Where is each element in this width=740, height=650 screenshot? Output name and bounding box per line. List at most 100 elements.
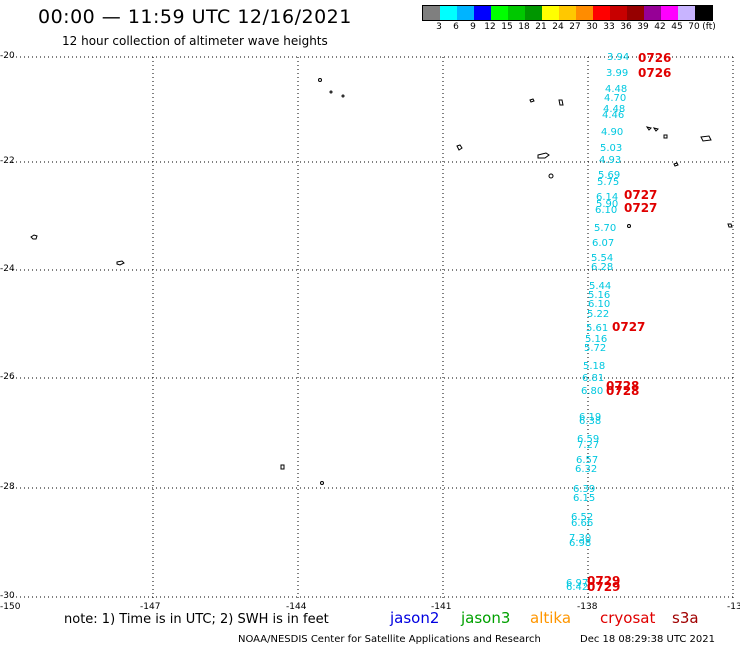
wave-height-label: 5.16 (585, 334, 608, 345)
colorbar-label: 27 (569, 22, 581, 32)
pass-time-label: 0727 (612, 320, 646, 334)
colorbar-label: 3 (436, 22, 442, 32)
wave-height-label: 6.52 (571, 512, 594, 523)
wave-height-label: 3.99 (606, 68, 629, 79)
wave-height-label: 5.18 (583, 361, 606, 372)
wave-height-label: 6.59 (577, 434, 600, 445)
lon-tick-label: -138 (577, 602, 598, 612)
lon-tick-label: -150 (0, 602, 21, 612)
island-outline (727, 223, 733, 228)
colorbar-swatch (457, 6, 474, 20)
lon-tick-label: -144 (286, 602, 307, 612)
pass-time-label: 0726 (638, 51, 672, 65)
island-outline (341, 94, 345, 98)
satellite-jason3-label: jason3 (461, 609, 511, 627)
colorbar-label: 70 (688, 22, 700, 32)
wave-height-label: 4.93 (599, 155, 622, 166)
island-outlines (30, 78, 733, 485)
colorbar-label: 9 (470, 22, 476, 32)
island-outline (558, 99, 564, 106)
wave-height-label: 4.46 (602, 110, 625, 121)
colorbar-swatch (678, 6, 695, 20)
island-outline (329, 90, 333, 94)
map-title: 00:00 — 11:59 UTC 12/16/2021 (38, 6, 352, 28)
lat-tick-label: -22 (0, 156, 15, 166)
island-outline (320, 481, 324, 485)
wave-height-label: 4.70 (604, 93, 627, 104)
wave-height-label: 5.03 (600, 143, 623, 154)
wave-height-label: 5.16 (588, 290, 611, 301)
wave-height-label: 5.22 (587, 309, 610, 320)
island-outline (30, 234, 38, 240)
wave-height-colorbar (422, 5, 713, 21)
wave-height-label: 5.70 (594, 223, 617, 234)
lat-tick-label: -28 (0, 482, 15, 492)
colorbar-label: 6 (453, 22, 459, 32)
satellite-cryosat-label: cryosat (600, 609, 656, 627)
colorbar-swatch (542, 6, 559, 20)
lon-tick-label: -147 (140, 602, 161, 612)
island-outline (652, 127, 659, 132)
wave-height-label: 6.10 (588, 299, 611, 310)
wave-height-label: 6.98 (569, 538, 592, 549)
colorbar-label: 18 (518, 22, 530, 32)
wave-height-label: 6.42 (566, 582, 589, 593)
colorbar-swatch (644, 6, 661, 20)
pass-time-label: 0727 (624, 201, 658, 215)
colorbar-swatch (695, 6, 712, 20)
wave-height-label: 6.38 (579, 416, 602, 427)
colorbar-swatch (661, 6, 678, 20)
colorbar-labels: 3 6 9 12 15 18 21 24 27 30 33 36 39 42 45 70 (ft) (422, 22, 740, 34)
colorbar-label: 15 (501, 22, 513, 32)
colorbar-swatch (593, 6, 610, 20)
colorbar-swatch (627, 6, 644, 20)
generation-timestamp: Dec 18 08:29:38 UTC 2021 (580, 634, 715, 645)
island-outline (318, 78, 322, 82)
island-outline (456, 144, 463, 151)
colorbar-swatch (440, 6, 457, 20)
satellite-jason2-label: jason2 (390, 609, 440, 627)
wave-height-label: 6.14 (596, 192, 619, 203)
colorbar-label: 21 (535, 22, 547, 32)
pass-time-label: 0728 (606, 384, 640, 398)
wave-height-label: 5.61 (586, 323, 609, 334)
wave-height-label: 4.48 (603, 104, 626, 115)
wave-height-label: 6.32 (575, 464, 598, 475)
colorbar-label: 30 (586, 22, 598, 32)
wave-height-label: 6.81 (582, 373, 605, 384)
wave-height-label: 7.27 (577, 440, 600, 451)
colorbar-swatch (474, 6, 491, 20)
wave-height-label: 5.90 (596, 199, 619, 210)
wave-height-label: 6.39 (573, 484, 596, 495)
island-outline (645, 126, 652, 131)
wave-height-label: 4.90 (601, 127, 624, 138)
pass-time-label: 0727 (624, 188, 658, 202)
island-outline (548, 173, 554, 179)
wave-height-label: 4.48 (605, 84, 628, 95)
colorbar-swatch (525, 6, 542, 20)
colorbar-label: 12 (484, 22, 496, 32)
island-outline (529, 98, 535, 103)
wave-height-label: 6.10 (595, 205, 618, 216)
wave-height-label: 5.54 (591, 253, 614, 264)
colorbar-label: 42 (654, 22, 666, 32)
lat-lon-grid (12, 56, 734, 600)
pass-time-label: 0729 (587, 574, 621, 588)
colorbar-label: 24 (552, 22, 564, 32)
pass-time-label: 0726 (638, 66, 672, 80)
colorbar-swatch (508, 6, 525, 20)
colorbar-label: 36 (620, 22, 632, 32)
lat-tick-label: -30 (0, 591, 15, 601)
wave-height-label: 5.69 (598, 170, 621, 181)
wave-height-label: 6.57 (576, 455, 599, 466)
satellite-altika-label: altika (530, 609, 572, 627)
colorbar-swatch (576, 6, 593, 20)
pass-time-label: 0728 (606, 379, 640, 393)
colorbar-label: 33 (603, 22, 615, 32)
wave-height-label: 3.94 (607, 52, 630, 63)
island-outline (537, 152, 550, 159)
wave-height-label: 6.66 (571, 518, 594, 529)
wave-height-label: 6.80 (581, 386, 604, 397)
wave-height-label: 7.30 (569, 533, 592, 544)
